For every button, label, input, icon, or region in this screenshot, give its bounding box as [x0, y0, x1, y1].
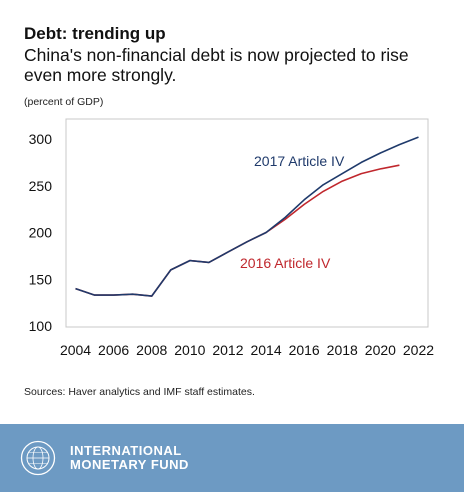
y-tick-label: 100 — [29, 318, 53, 334]
series-labels: 2016 Article IV 2017 Article IV — [240, 153, 345, 271]
source-note: Sources: Haver analytics and IMF staff e… — [24, 386, 255, 398]
series-label-1: 2017 Article IV — [254, 153, 345, 169]
org-name-line1: INTERNATIONAL — [70, 443, 182, 458]
x-tick-label: 2020 — [365, 342, 396, 358]
series-line-0 — [75, 164, 400, 297]
x-tick-label: 2008 — [136, 342, 167, 358]
org-name: INTERNATIONAL MONETARY FUND — [70, 444, 189, 472]
x-tick-label: 2014 — [250, 342, 281, 358]
y-tick-label: 300 — [29, 131, 53, 147]
x-tick-label: 2004 — [60, 342, 91, 358]
unit-note: (percent of GDP) — [24, 96, 104, 108]
y-tick-label: 150 — [29, 271, 53, 287]
series-line-1 — [75, 136, 419, 297]
x-tick-label: 2016 — [289, 342, 320, 358]
chart-subtitle: China's non-financial debt is now projec… — [24, 45, 409, 85]
x-axis-ticks: 2004 2006 2008 2010 2012 2014 2016 2018 2020 2022 — [60, 342, 434, 358]
x-tick-label: 2012 — [212, 342, 243, 358]
x-tick-label: 2006 — [98, 342, 129, 358]
y-axis-ticks: 100 150 200 250 300 — [29, 131, 53, 334]
org-name-line2: MONETARY FUND — [70, 457, 189, 472]
x-tick-label: 2018 — [327, 342, 358, 358]
imf-seal-icon — [20, 440, 56, 476]
chart-title: Debt: trending up — [24, 24, 166, 43]
y-tick-label: 200 — [29, 225, 53, 241]
imf-footer-band: INTERNATIONAL MONETARY FUND — [0, 424, 464, 492]
series-lines — [75, 136, 419, 297]
y-tick-label: 250 — [29, 178, 53, 194]
series-label-0: 2016 Article IV — [240, 255, 331, 271]
plot-frame — [65, 118, 429, 328]
x-tick-label: 2010 — [174, 342, 205, 358]
x-tick-label: 2022 — [403, 342, 434, 358]
debt-line-chart: 100 150 200 250 300 2004 2006 2008 2010 2012 2014… — [29, 118, 434, 358]
